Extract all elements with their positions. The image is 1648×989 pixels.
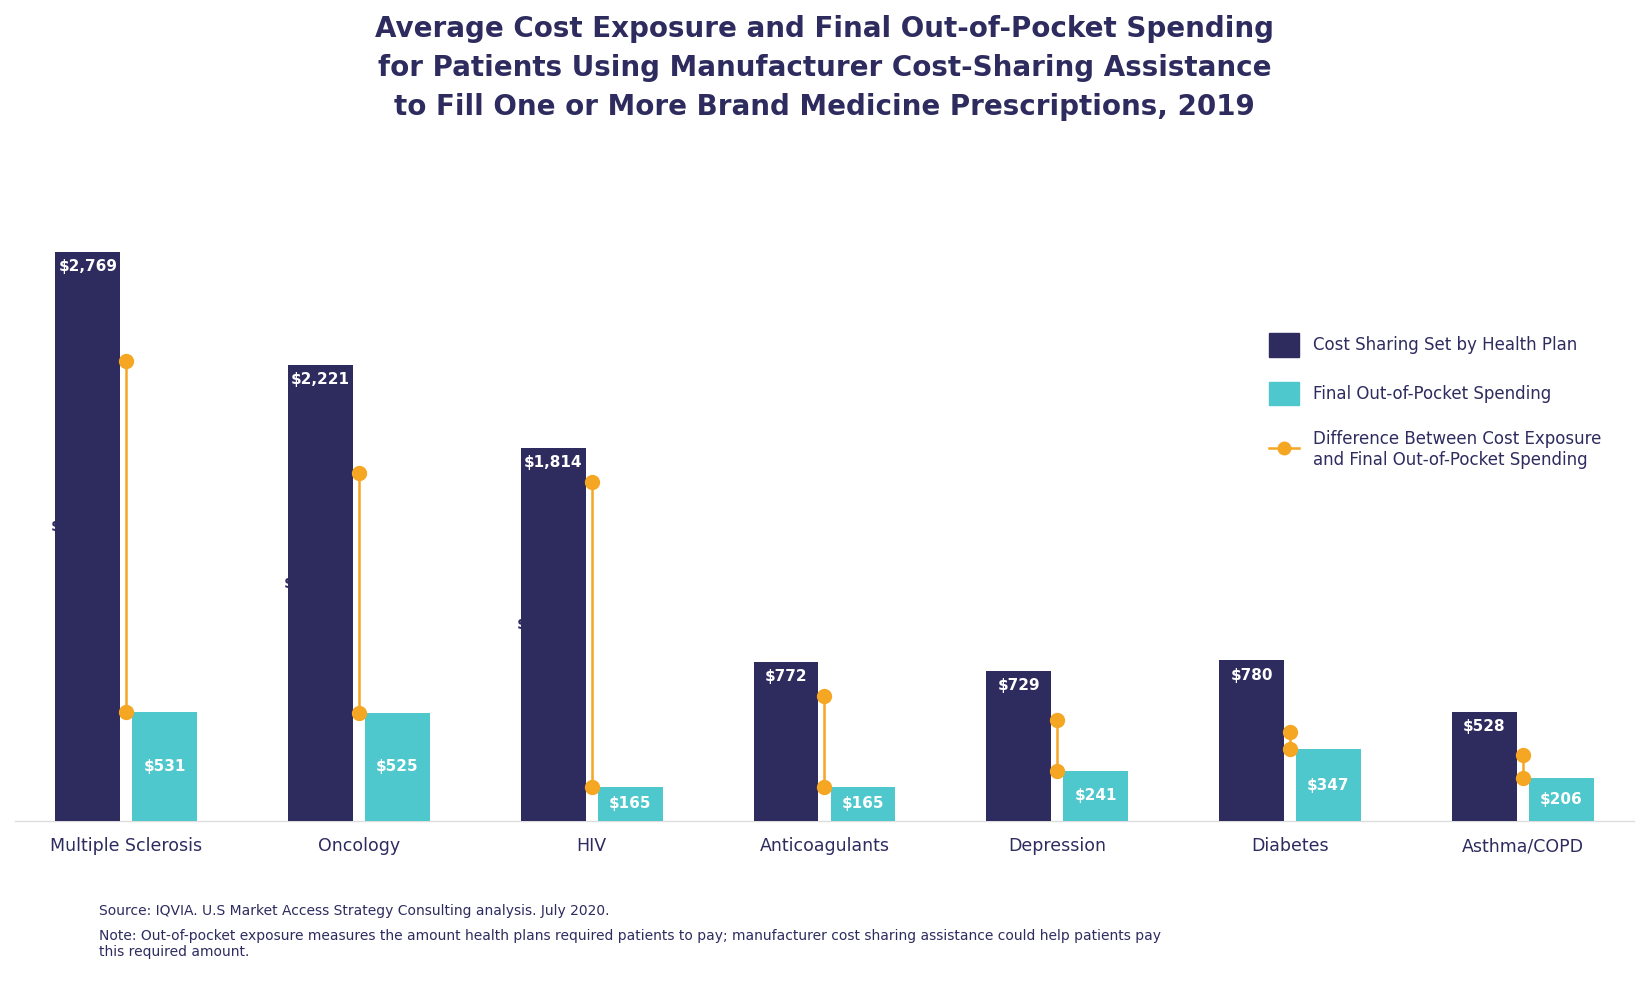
Text: $531: $531 [143, 759, 186, 773]
Bar [56, 252, 120, 821]
Text: $607: $607 [765, 724, 808, 740]
Bar [288, 365, 353, 821]
Bar [1063, 771, 1127, 821]
Text: $772: $772 [765, 670, 808, 684]
Text: $528: $528 [1462, 719, 1505, 735]
Text: $780: $780 [1229, 668, 1272, 682]
Bar [753, 663, 817, 821]
Bar [364, 713, 430, 821]
Text: Source: IQVIA. U.S Market Access Strategy Consulting analysis. July 2020.: Source: IQVIA. U.S Market Access Strateg… [99, 904, 610, 918]
Text: $165: $165 [608, 796, 651, 811]
Bar [1450, 712, 1516, 821]
Bar [521, 448, 585, 821]
Text: Note: Out-of-pocket exposure measures the amount health plans required patients : Note: Out-of-pocket exposure measures th… [99, 929, 1160, 959]
Bar [1295, 750, 1360, 821]
Bar [598, 787, 662, 821]
Bar [831, 787, 895, 821]
Text: $241: $241 [1074, 788, 1116, 803]
Title: Average Cost Exposure and Final Out-of-Pocket Spending
for Patients Using Manufa: Average Cost Exposure and Final Out-of-P… [374, 15, 1274, 121]
Text: $2,769: $2,769 [58, 259, 117, 274]
Text: $729: $729 [997, 678, 1040, 693]
Text: $2,238: $2,238 [51, 519, 110, 534]
Legend: Cost Sharing Set by Health Plan, Final Out-of-Pocket Spending, Difference Betwee: Cost Sharing Set by Health Plan, Final O… [1252, 316, 1617, 486]
Text: $165: $165 [840, 796, 883, 811]
Text: $322: $322 [1463, 750, 1506, 764]
Text: $488: $488 [999, 729, 1040, 744]
Bar [986, 671, 1050, 821]
Bar [1528, 778, 1592, 821]
Text: $1,695: $1,695 [283, 576, 343, 590]
Bar [132, 712, 198, 821]
Text: $1,814: $1,814 [524, 455, 582, 471]
Text: $206: $206 [1539, 792, 1582, 807]
Text: $525: $525 [376, 760, 419, 774]
Text: $347: $347 [1307, 777, 1348, 792]
Text: $2,221: $2,221 [292, 372, 349, 387]
Text: $1,648: $1,648 [516, 617, 575, 633]
Text: $433: $433 [1231, 724, 1272, 739]
Bar [1218, 661, 1284, 821]
